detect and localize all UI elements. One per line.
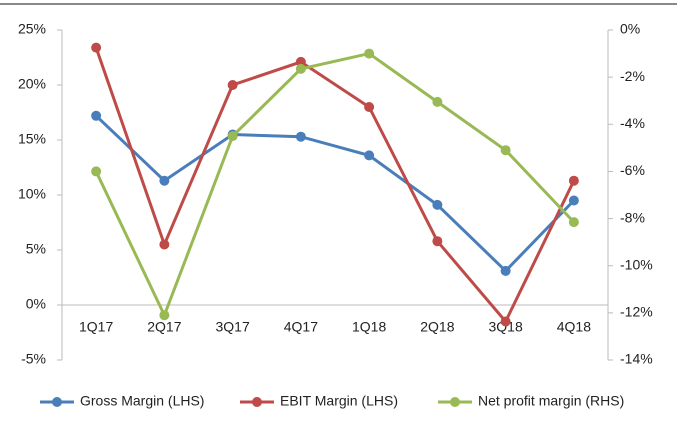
data-point xyxy=(159,310,170,321)
y-tick-label: 15% xyxy=(18,131,46,147)
x-tick-label: 2Q17 xyxy=(147,319,181,335)
x-tick-label: 3Q17 xyxy=(216,319,250,335)
legend-label: Net profit margin (RHS) xyxy=(478,393,624,409)
data-point xyxy=(432,236,443,247)
data-point xyxy=(364,150,375,161)
legend-label: EBIT Margin (LHS) xyxy=(280,393,398,409)
legend-label: Gross Margin (LHS) xyxy=(80,393,204,409)
data-point xyxy=(159,239,170,250)
y2-tick-label: -10% xyxy=(620,256,653,272)
data-point xyxy=(568,175,579,186)
y-tick-label: -5% xyxy=(21,351,46,367)
x-tick-label: 2Q18 xyxy=(420,319,454,335)
y-tick-label: 10% xyxy=(18,186,46,202)
legend-marker xyxy=(52,397,62,407)
x-tick-label: 1Q18 xyxy=(352,319,386,335)
data-point xyxy=(364,102,375,112)
data-point xyxy=(91,110,102,121)
y2-tick-label: -2% xyxy=(620,68,645,84)
y2-tick-label: -8% xyxy=(620,209,645,225)
y-tick-label: 5% xyxy=(26,241,46,257)
data-point xyxy=(432,199,443,210)
data-point xyxy=(295,63,306,74)
data-point xyxy=(432,96,443,107)
y2-tick-label: -6% xyxy=(620,162,645,178)
legend-marker xyxy=(252,397,262,407)
data-point xyxy=(568,195,579,206)
data-point xyxy=(295,56,306,67)
data-point xyxy=(91,42,102,53)
data-point xyxy=(364,48,375,59)
data-point xyxy=(500,145,511,156)
data-point xyxy=(568,217,579,228)
data-point xyxy=(500,316,511,327)
y2-tick-label: -14% xyxy=(620,351,653,367)
y2-tick-label: -4% xyxy=(620,115,645,131)
series-line xyxy=(94,51,575,320)
legend-marker xyxy=(450,397,460,407)
x-tick-label: 1Q17 xyxy=(79,319,113,335)
y2-tick-label: -12% xyxy=(620,304,653,320)
x-tick-label: 4Q17 xyxy=(284,319,318,335)
data-point xyxy=(227,80,238,90)
data-point xyxy=(159,175,170,186)
y2-tick-label: 0% xyxy=(620,21,640,37)
x-tick-label: 4Q18 xyxy=(557,319,591,335)
data-point xyxy=(91,166,102,177)
y-tick-label: 25% xyxy=(18,21,46,37)
data-point xyxy=(500,265,511,276)
y-tick-label: 0% xyxy=(26,296,46,312)
series-line xyxy=(95,114,575,274)
data-point xyxy=(227,131,238,142)
series-line xyxy=(94,47,576,325)
y-tick-label: 20% xyxy=(18,76,46,92)
data-point xyxy=(295,131,306,142)
x-tick-label: 3Q18 xyxy=(489,319,523,335)
